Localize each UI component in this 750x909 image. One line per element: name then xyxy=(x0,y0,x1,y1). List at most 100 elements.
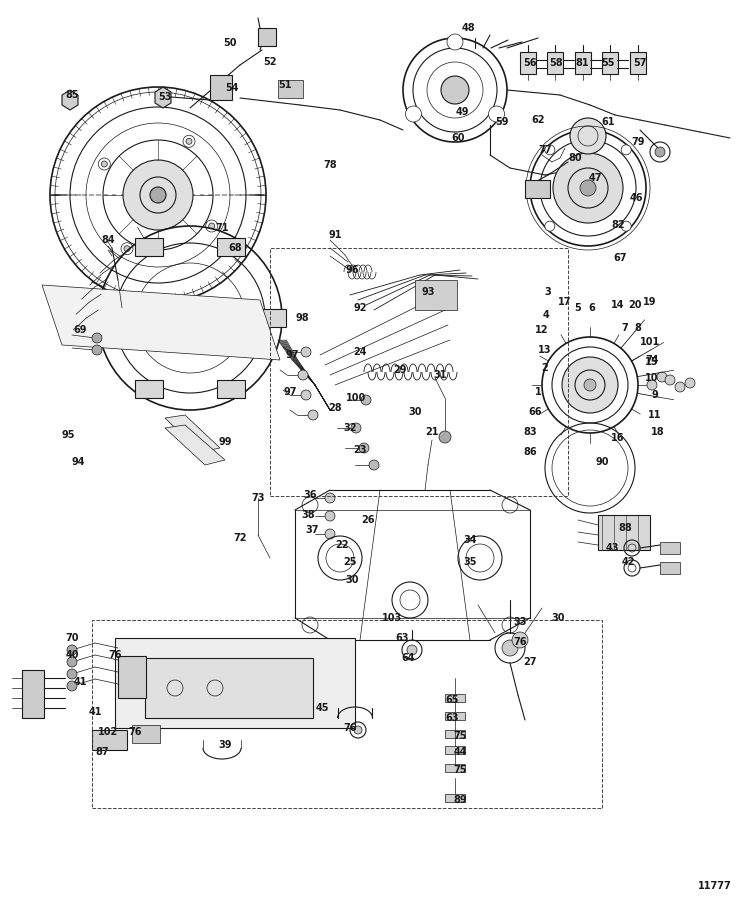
Text: 66: 66 xyxy=(528,407,542,417)
Bar xyxy=(445,794,465,802)
Text: 22: 22 xyxy=(335,540,349,550)
Text: 63: 63 xyxy=(446,713,459,723)
Circle shape xyxy=(665,375,675,385)
Text: 93: 93 xyxy=(422,287,435,297)
Bar xyxy=(445,712,465,720)
Bar xyxy=(135,238,163,256)
Bar xyxy=(210,75,232,100)
Text: 15: 15 xyxy=(645,357,658,367)
Text: 96: 96 xyxy=(345,265,358,275)
Bar xyxy=(415,280,457,310)
Bar xyxy=(445,764,465,772)
Text: 24: 24 xyxy=(353,347,367,357)
Text: 90: 90 xyxy=(596,457,609,467)
Text: 89: 89 xyxy=(453,795,466,805)
Circle shape xyxy=(488,106,505,122)
Circle shape xyxy=(92,333,102,343)
Text: 68: 68 xyxy=(228,243,242,253)
Circle shape xyxy=(657,372,667,382)
Text: 77: 77 xyxy=(538,145,552,155)
Text: 65: 65 xyxy=(446,695,459,705)
Text: 67: 67 xyxy=(614,253,627,263)
Bar xyxy=(258,309,286,327)
Text: 100: 100 xyxy=(346,393,366,403)
Text: 52: 52 xyxy=(263,57,277,67)
Bar xyxy=(575,52,591,74)
Text: 43: 43 xyxy=(605,543,619,553)
Text: 46: 46 xyxy=(629,193,643,203)
Bar xyxy=(598,515,650,550)
Text: 49: 49 xyxy=(455,107,469,117)
Text: 16: 16 xyxy=(611,433,625,443)
Text: 12: 12 xyxy=(536,325,549,335)
Bar xyxy=(547,52,563,74)
Bar xyxy=(22,670,44,718)
Bar xyxy=(217,380,245,398)
Text: 20: 20 xyxy=(628,300,642,310)
Bar xyxy=(445,730,465,738)
Bar xyxy=(278,80,303,98)
Circle shape xyxy=(447,34,463,50)
Circle shape xyxy=(512,632,528,648)
Circle shape xyxy=(67,645,77,655)
Text: 19: 19 xyxy=(644,297,657,307)
Text: 41: 41 xyxy=(88,707,102,717)
Bar xyxy=(94,309,122,327)
Circle shape xyxy=(354,726,362,734)
Text: 79: 79 xyxy=(632,137,645,147)
Bar xyxy=(520,52,536,74)
Circle shape xyxy=(124,245,130,252)
Text: 25: 25 xyxy=(344,557,357,567)
Circle shape xyxy=(562,357,618,413)
Circle shape xyxy=(359,443,369,453)
Bar xyxy=(445,746,465,754)
Text: 59: 59 xyxy=(495,117,508,127)
Text: 97: 97 xyxy=(285,350,298,360)
Polygon shape xyxy=(62,90,78,110)
Text: 10: 10 xyxy=(645,373,658,383)
Text: 6: 6 xyxy=(589,303,596,313)
Text: 84: 84 xyxy=(101,235,115,245)
Text: 103: 103 xyxy=(382,613,402,623)
Circle shape xyxy=(67,669,77,679)
Text: 30: 30 xyxy=(408,407,422,417)
Text: 8: 8 xyxy=(634,323,641,333)
Text: 37: 37 xyxy=(305,525,319,535)
Text: 92: 92 xyxy=(353,303,367,313)
Text: 62: 62 xyxy=(531,115,544,125)
Text: 27: 27 xyxy=(524,657,537,667)
Circle shape xyxy=(685,378,695,388)
Bar xyxy=(135,380,163,398)
Text: 73: 73 xyxy=(251,493,265,503)
Text: 30: 30 xyxy=(345,575,358,585)
Text: 98: 98 xyxy=(296,313,309,323)
Text: 91: 91 xyxy=(328,230,342,240)
Text: 3: 3 xyxy=(544,287,551,297)
Text: 32: 32 xyxy=(344,423,357,433)
Text: 21: 21 xyxy=(425,427,439,437)
Text: 82: 82 xyxy=(611,220,625,230)
Text: 34: 34 xyxy=(464,535,477,545)
Circle shape xyxy=(301,390,311,400)
Text: 80: 80 xyxy=(568,153,582,163)
Circle shape xyxy=(502,640,518,656)
Bar xyxy=(602,52,618,74)
Circle shape xyxy=(369,460,379,470)
Text: 60: 60 xyxy=(452,133,465,143)
Circle shape xyxy=(675,382,685,392)
Circle shape xyxy=(544,221,555,231)
Circle shape xyxy=(647,380,657,390)
Circle shape xyxy=(553,153,623,223)
Text: 101: 101 xyxy=(640,337,660,347)
Polygon shape xyxy=(42,285,280,360)
Text: 35: 35 xyxy=(464,557,477,567)
Text: 29: 29 xyxy=(393,365,406,375)
Text: 18: 18 xyxy=(651,427,664,437)
Circle shape xyxy=(67,681,77,691)
Text: 83: 83 xyxy=(524,427,537,437)
Text: 4: 4 xyxy=(542,310,549,320)
Text: 50: 50 xyxy=(224,38,237,48)
Text: 48: 48 xyxy=(461,23,475,33)
Text: 72: 72 xyxy=(233,533,247,543)
Bar xyxy=(660,562,680,574)
